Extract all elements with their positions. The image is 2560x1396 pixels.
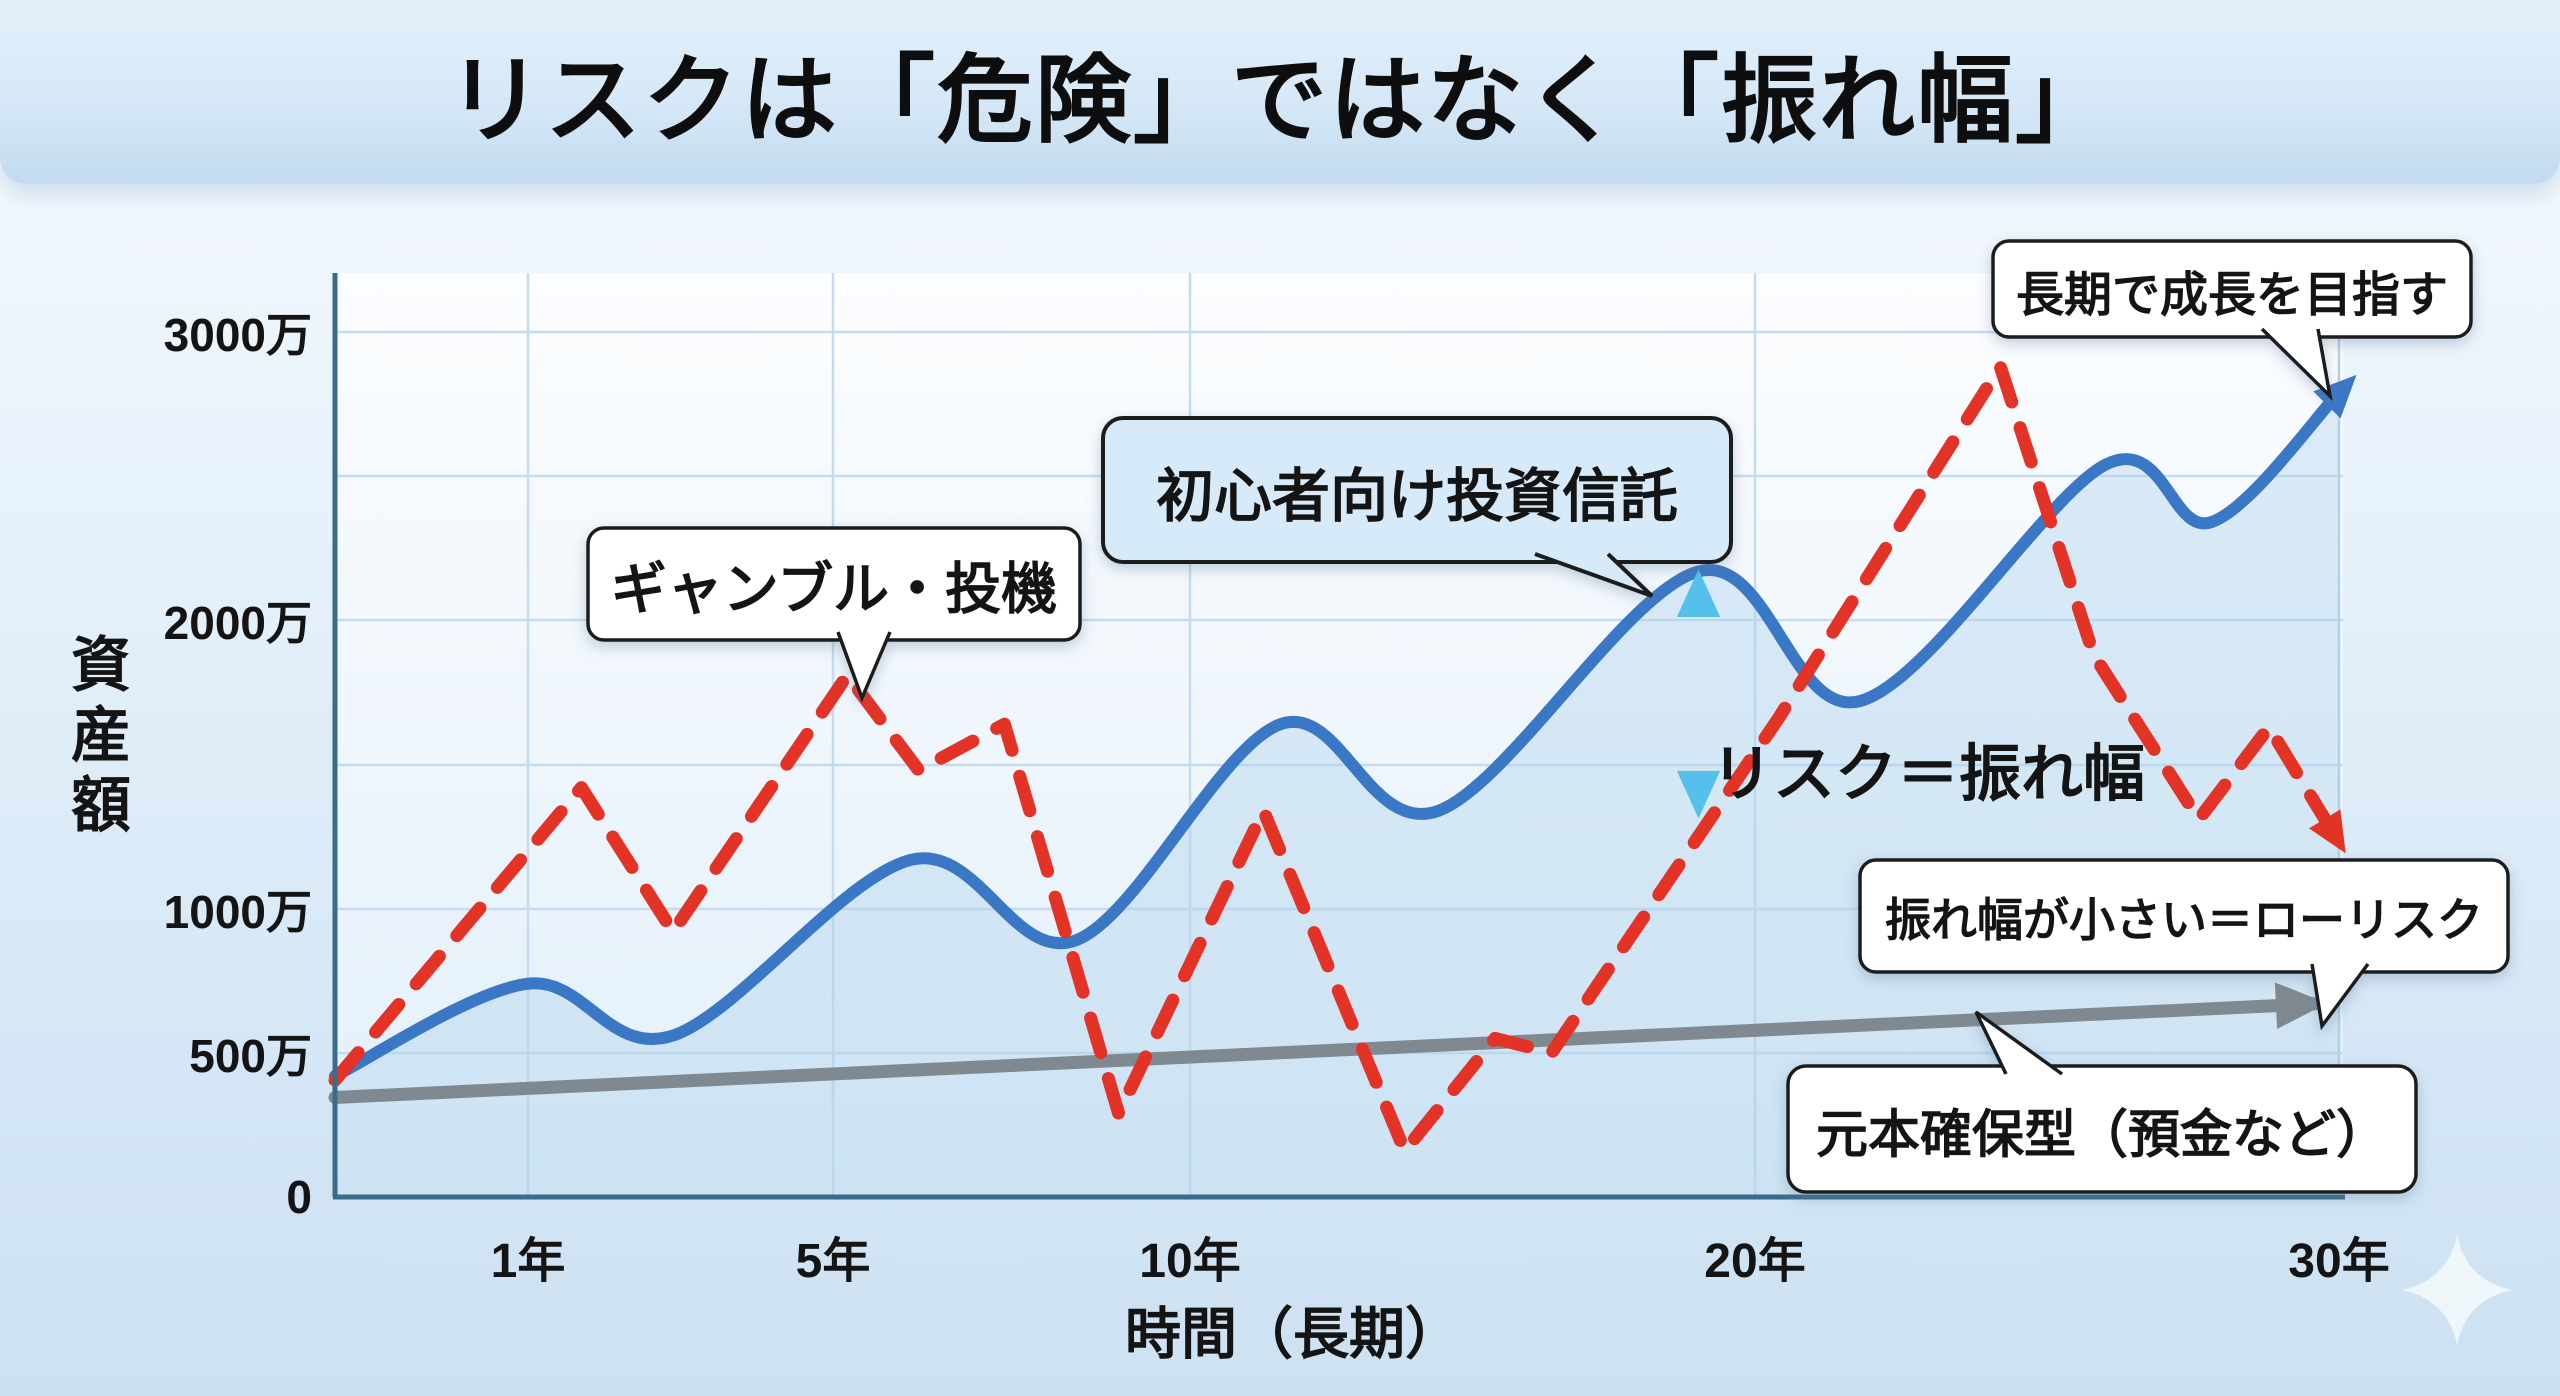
principal-bubble-tail [1974, 1010, 2064, 1076]
gamble-bubble-tail [836, 631, 892, 703]
growth-bubble [1991, 239, 2473, 402]
beginner-fund-line [329, 374, 2357, 1082]
low-risk-bubble-label: 振れ幅が小さい＝ローリスク [1885, 894, 2483, 946]
low-risk-bubble-tail [2310, 962, 2370, 1031]
y-axis-title: 資産額 [62, 633, 130, 843]
x-tick-1yr: 1年 [490, 1235, 566, 1288]
growth-bubble-box [1991, 239, 2473, 339]
x-tick-30yr: 30年 [2288, 1235, 2390, 1288]
gamble-bubble-label: ギャンブル・投機 [610, 557, 1058, 621]
x-axis-title: 時間（長期） [1125, 1302, 1461, 1366]
bubble-layer [586, 239, 2510, 1194]
y-tick-2000: 2000万 [163, 597, 312, 649]
low-risk-bubble [1858, 858, 2510, 1031]
principal-bubble-box [1786, 1064, 2418, 1194]
y-tick-500: 500万 [189, 1030, 312, 1082]
x-tick-5yr: 5年 [795, 1235, 871, 1288]
gamble-line [328, 360, 2346, 1158]
page-title: リスクは「危険」ではなく「振れ幅」 [447, 47, 2113, 155]
x-tick-20yr: 20年 [1704, 1235, 1806, 1288]
beginner-fund-bubble-tail [1534, 552, 1654, 598]
y-tick-1000: 1000万 [163, 886, 312, 938]
beginner-fund-bubble [1101, 416, 1733, 598]
beginner-fund-bubble-label: 初心者向け投資信託 [1155, 464, 1679, 529]
beginner-fund-bubble-box [1101, 416, 1733, 564]
axes-layer [332, 273, 2345, 1200]
y-tick-0: 0 [286, 1171, 312, 1223]
risk-range-label: リスク＝振れ幅 [1710, 740, 2146, 809]
low-risk-bubble-box [1858, 858, 2510, 974]
title-band [0, 0, 2560, 184]
sparkle-icon [2402, 1235, 2512, 1345]
y-tick-3000: 3000万 [163, 309, 312, 361]
principal-bubble-label: 元本確保型（預金など） [1815, 1106, 2389, 1165]
growth-bubble-tail [2260, 327, 2333, 402]
principal-bubble [1786, 1010, 2418, 1194]
gamble-bubble-box [586, 526, 1082, 642]
x-tick-10yr: 10年 [1139, 1235, 1241, 1288]
growth-bubble-label: 長期で成長を目指す [2015, 269, 2449, 322]
beginner-fund-area [335, 392, 2339, 1196]
gamble-bubble [586, 526, 1082, 703]
